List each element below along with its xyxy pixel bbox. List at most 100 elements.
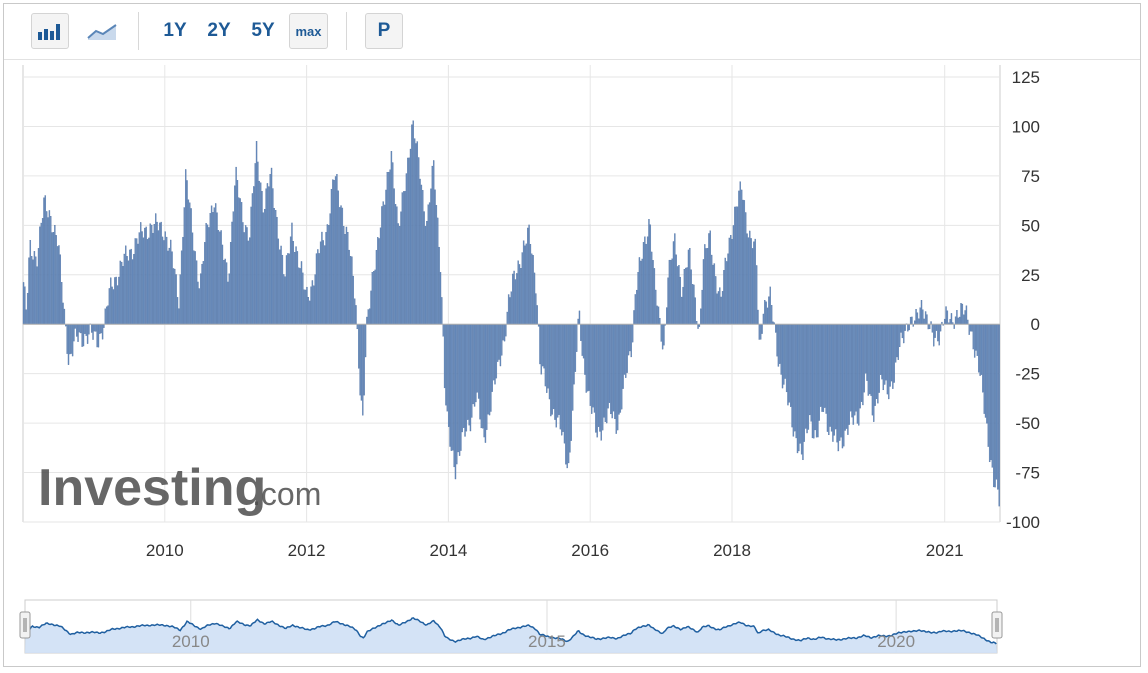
- data-bar: [435, 205, 438, 325]
- data-bar: [679, 276, 681, 325]
- data-bar: [390, 151, 393, 325]
- data-bar: [288, 253, 290, 325]
- data-bar: [875, 324, 878, 400]
- data-bar: [837, 324, 840, 452]
- data-bar: [71, 324, 74, 357]
- data-bar: [300, 261, 303, 325]
- data-bar: [761, 324, 763, 334]
- data-bar: [75, 324, 78, 337]
- data-bar: [246, 227, 248, 325]
- data-bar: [499, 324, 502, 367]
- range-1y-button[interactable]: 1Y: [158, 13, 192, 49]
- y-tick-label: -25: [1015, 365, 1040, 384]
- data-bar: [781, 324, 784, 389]
- data-bar: [296, 251, 299, 325]
- navigator-left-handle[interactable]: [19, 611, 31, 639]
- data-bar: [960, 303, 962, 325]
- data-bar: [616, 324, 619, 431]
- data-bar: [242, 222, 244, 325]
- data-bar: [900, 324, 902, 333]
- data-bar: [958, 316, 961, 325]
- data-bar: [595, 324, 597, 433]
- range-2y-label: 2Y: [207, 20, 231, 41]
- data-bar: [668, 259, 671, 325]
- range-5y-button[interactable]: 5Y: [246, 13, 280, 49]
- data-bar: [225, 262, 228, 325]
- data-bar: [66, 324, 68, 354]
- data-bar: [824, 324, 826, 408]
- data-bar: [501, 324, 503, 356]
- data-bar: [870, 324, 872, 396]
- data-bar: [251, 193, 254, 325]
- data-bar: [834, 324, 837, 430]
- navigator-right-handle[interactable]: [991, 611, 1003, 639]
- data-bar: [405, 173, 408, 325]
- handle-body[interactable]: [19, 611, 31, 639]
- line-chart-button[interactable]: [82, 13, 122, 49]
- data-bar: [394, 204, 397, 325]
- data-bar: [973, 324, 976, 358]
- data-bar: [195, 260, 198, 325]
- data-bar: [566, 324, 568, 469]
- data-bar: [261, 191, 263, 325]
- p-button[interactable]: P: [365, 13, 403, 49]
- data-bar: [708, 233, 710, 325]
- data-bar: [578, 310, 581, 325]
- data-bar: [144, 227, 146, 325]
- data-bar: [413, 138, 416, 325]
- data-bar: [866, 324, 868, 381]
- data-bar: [551, 324, 553, 415]
- data-bar: [239, 198, 241, 325]
- navigator[interactable]: 2010 2015 2020: [19, 599, 1003, 654]
- data-bar: [495, 324, 498, 379]
- data-bar: [621, 324, 623, 410]
- x-tick-label: 2012: [288, 541, 326, 560]
- data-bar: [273, 208, 275, 325]
- line-chart-icon: [87, 24, 117, 40]
- data-bar: [640, 260, 642, 325]
- data-bar: [411, 124, 413, 325]
- data-bar: [785, 324, 788, 393]
- data-bar: [93, 324, 96, 332]
- data-bar: [92, 324, 94, 340]
- y-tick-label: 50: [1021, 216, 1040, 235]
- range-max-button[interactable]: max: [289, 13, 328, 49]
- data-bar: [531, 253, 533, 325]
- data-bar: [546, 324, 548, 393]
- data-bar: [644, 236, 646, 325]
- data-bar: [721, 291, 724, 325]
- data-bar: [919, 307, 921, 325]
- navigator-line: [25, 617, 997, 645]
- data-bar: [878, 324, 880, 393]
- data-bar: [424, 226, 427, 325]
- data-bar: [633, 310, 635, 325]
- data-bar: [817, 324, 819, 438]
- data-bar: [160, 221, 162, 325]
- data-bar: [660, 324, 662, 342]
- data-bar: [208, 227, 210, 325]
- data-bar: [353, 298, 356, 325]
- range-2y-button[interactable]: 2Y: [202, 13, 236, 49]
- data-bar: [329, 213, 331, 325]
- data-bar: [259, 182, 262, 325]
- data-bar: [862, 324, 864, 406]
- data-bar: [933, 324, 935, 347]
- data-bar: [747, 237, 750, 325]
- data-bar: [285, 255, 288, 325]
- data-bar: [228, 273, 230, 325]
- data-bar: [44, 195, 47, 325]
- bar-chart-button[interactable]: [31, 13, 69, 49]
- data-bar: [418, 157, 420, 325]
- data-bar: [491, 324, 493, 392]
- data-bar: [201, 263, 203, 325]
- data-bar: [307, 297, 310, 325]
- data-bar: [599, 324, 601, 432]
- data-bar: [450, 324, 453, 451]
- data-bar: [114, 277, 116, 325]
- data-bar: [446, 324, 448, 412]
- data-bar: [557, 324, 559, 418]
- handle-body[interactable]: [991, 611, 1003, 639]
- data-bar: [725, 261, 728, 325]
- data-bar: [97, 324, 100, 348]
